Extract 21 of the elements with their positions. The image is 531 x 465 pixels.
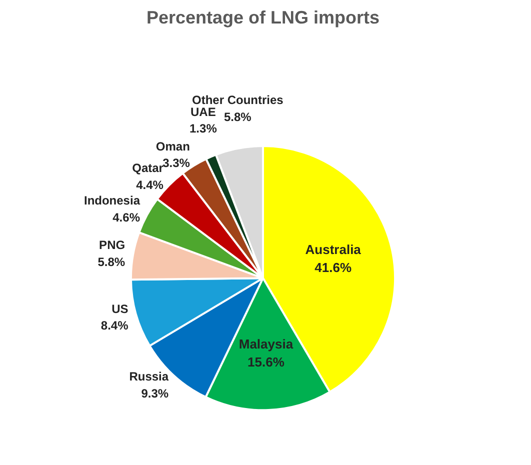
- slice-label: Australia: [305, 242, 362, 257]
- slice-label: UAE: [190, 104, 216, 119]
- data-label: 41.6%: [314, 260, 352, 275]
- chart-title: Percentage of LNG imports: [146, 8, 380, 28]
- slice-label: PNG: [99, 238, 126, 252]
- slice-label: Qatar: [132, 161, 164, 175]
- slice-label: Russia: [129, 369, 169, 384]
- data-label: 1.3%: [190, 122, 218, 136]
- data-label: 5.8%: [98, 254, 126, 269]
- slice-label: Other Countries: [192, 93, 284, 108]
- data-label: 4.6%: [112, 210, 140, 224]
- data-label: 4.4%: [136, 178, 164, 192]
- slice-label: Oman: [156, 139, 190, 154]
- slice-label: US: [112, 302, 128, 316]
- slice-label: Malaysia: [238, 336, 294, 352]
- data-label: 3.3%: [162, 156, 190, 170]
- data-label: 5.8%: [224, 110, 252, 124]
- data-label: 8.4%: [100, 318, 129, 333]
- data-label: 15.6%: [248, 354, 285, 370]
- slice-label: Indonesia: [84, 194, 140, 208]
- data-label: 9.3%: [141, 386, 169, 400]
